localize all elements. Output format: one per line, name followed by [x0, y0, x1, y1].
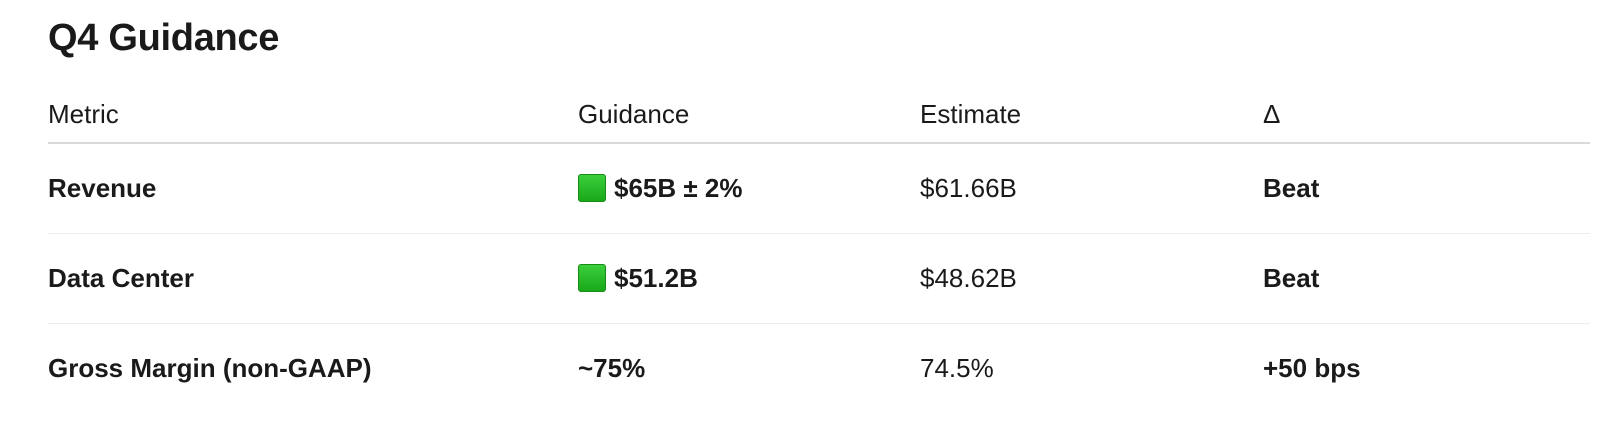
table-row: Revenue $65B ± 2% $61.66B Beat	[48, 143, 1590, 234]
estimate-cell: $48.62B	[920, 233, 1263, 324]
metric-cell: Revenue	[48, 143, 578, 234]
header-estimate: Estimate	[920, 86, 1263, 144]
metric-cell: Gross Margin (non-GAAP)	[48, 353, 372, 383]
guidance-cell: $65B ± 2%	[578, 143, 920, 234]
estimate-cell: $61.66B	[920, 143, 1263, 234]
metric-cell: Data Center	[48, 233, 578, 324]
estimate-cell: 74.5%	[920, 353, 994, 383]
header-metric: Metric	[48, 86, 578, 144]
table-row: Data Center $51.2B $48.62B Beat	[48, 233, 1590, 324]
header-delta: Δ	[1263, 86, 1590, 144]
guidance-cell: ~75%	[578, 324, 920, 414]
guidance-cell: $51.2B	[578, 233, 920, 324]
guidance-section: Q4 Guidance Metric Guidance Estimate Δ R…	[48, 17, 1590, 413]
table-row: Gross Margin (non-GAAP) ~75% 74.5% +50 b…	[48, 324, 1590, 414]
green-square-icon	[578, 174, 606, 202]
guidance-value: $65B ± 2%	[614, 173, 743, 203]
delta-cell: Beat	[1263, 143, 1590, 234]
guidance-table: Metric Guidance Estimate Δ Revenue $65B …	[48, 86, 1590, 413]
guidance-value: ~75%	[578, 353, 646, 383]
section-title: Q4 Guidance	[48, 17, 280, 59]
delta-cell: Beat	[1263, 233, 1590, 324]
guidance-value: $51.2B	[614, 263, 698, 293]
green-square-icon	[578, 264, 606, 292]
table-header-row: Metric Guidance Estimate Δ	[48, 86, 1590, 144]
header-guidance: Guidance	[578, 86, 920, 144]
delta-cell: +50 bps	[1263, 353, 1361, 383]
